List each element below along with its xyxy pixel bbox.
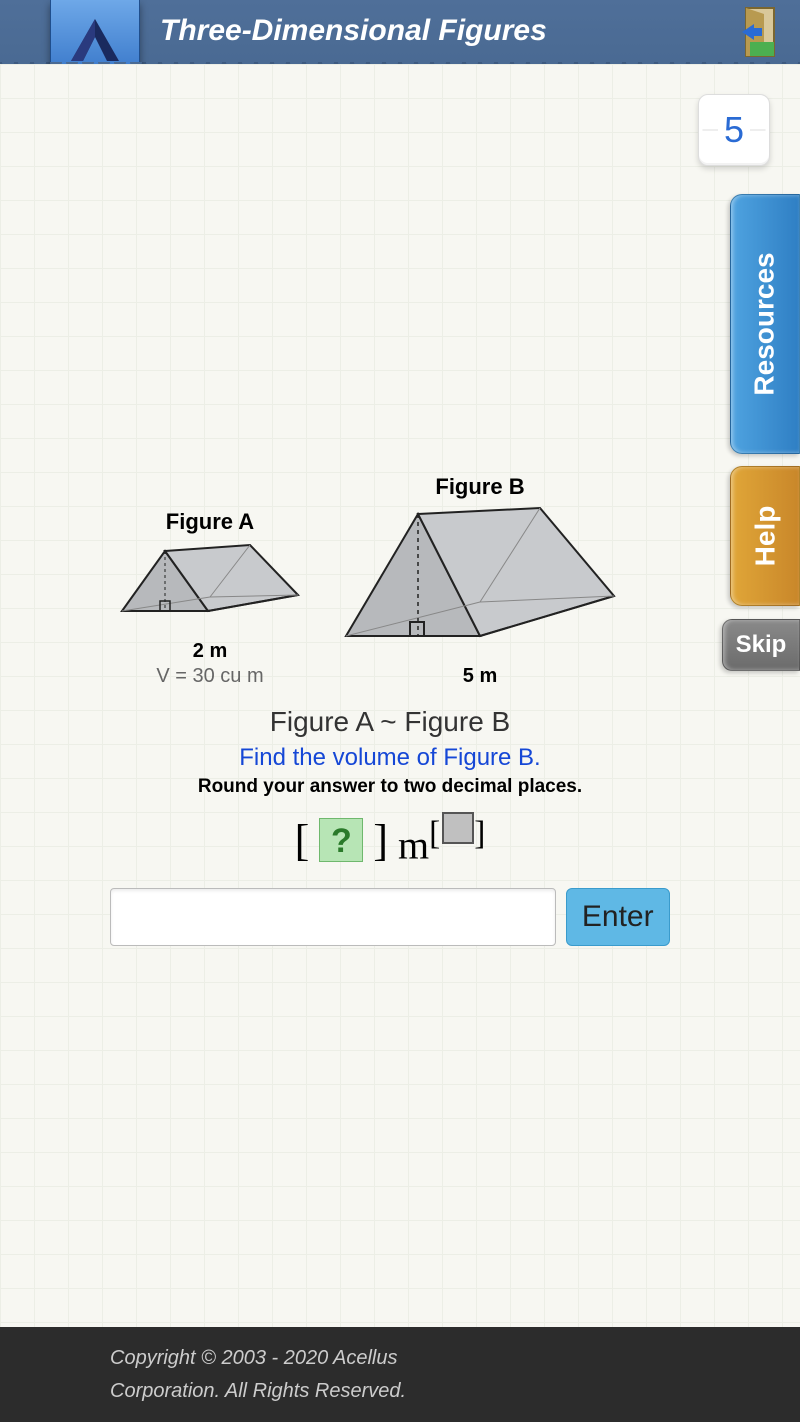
enter-button[interactable]: Enter: [566, 888, 671, 946]
rounding-text: Round your answer to two decimal places.: [110, 776, 670, 798]
answer-input-row: Enter: [110, 888, 670, 946]
figure-b-label: Figure B: [340, 474, 620, 500]
copyright-line-1: Copyright © 2003 - 2020 Acellus: [110, 1347, 690, 1370]
figure-a-volume: V = 30 cu m: [110, 665, 310, 688]
answer-input[interactable]: [110, 888, 556, 946]
figure-a-prism-icon: [110, 541, 310, 631]
unit-label: m: [398, 822, 429, 867]
similar-statement: Figure A ~ Figure B: [110, 706, 670, 738]
answer-template: [?] m[]: [110, 812, 670, 868]
left-bracket: [: [295, 815, 310, 866]
exponent-placeholder-box: [442, 812, 474, 844]
problem-counter: 5: [698, 94, 770, 166]
help-tab[interactable]: Help: [730, 466, 800, 606]
page-title: Three-Dimensional Figures: [160, 14, 547, 48]
figure-b: Figure B 5 m: [340, 474, 620, 688]
instruction-text: Find the volume of Figure B.: [110, 744, 670, 772]
copyright-line-2: Corporation. All Rights Reserved.: [110, 1380, 690, 1403]
help-label: Help: [749, 506, 781, 567]
resources-label: Resources: [749, 252, 781, 395]
exit-door-icon[interactable]: [740, 6, 780, 58]
figures-row: Figure A 2 m V = 30 cu m Figure B: [110, 474, 670, 688]
counter-value: 5: [718, 109, 750, 151]
footer: Copyright © 2003 - 2020 Acellus Corporat…: [0, 1327, 800, 1422]
answer-placeholder-box: ?: [319, 818, 363, 862]
skip-tab[interactable]: Skip: [722, 619, 800, 671]
content-area: 5 Resources Help Skip Figure A: [0, 64, 800, 1327]
right-bracket: ]: [373, 815, 388, 866]
header-bar: Acellus Three-Dimensional Figures: [0, 0, 800, 64]
figure-a: Figure A 2 m V = 30 cu m: [110, 509, 310, 688]
problem-panel: Figure A 2 m V = 30 cu m Figure B: [110, 474, 670, 946]
skip-label: Skip: [736, 631, 787, 659]
figure-b-prism-icon: [340, 506, 620, 656]
figure-b-dimension: 5 m: [340, 665, 620, 688]
acellus-a-icon: [65, 15, 125, 65]
resources-tab[interactable]: Resources: [730, 194, 800, 454]
figure-a-label: Figure A: [110, 509, 310, 535]
figure-a-dimension: 2 m: [110, 640, 310, 663]
